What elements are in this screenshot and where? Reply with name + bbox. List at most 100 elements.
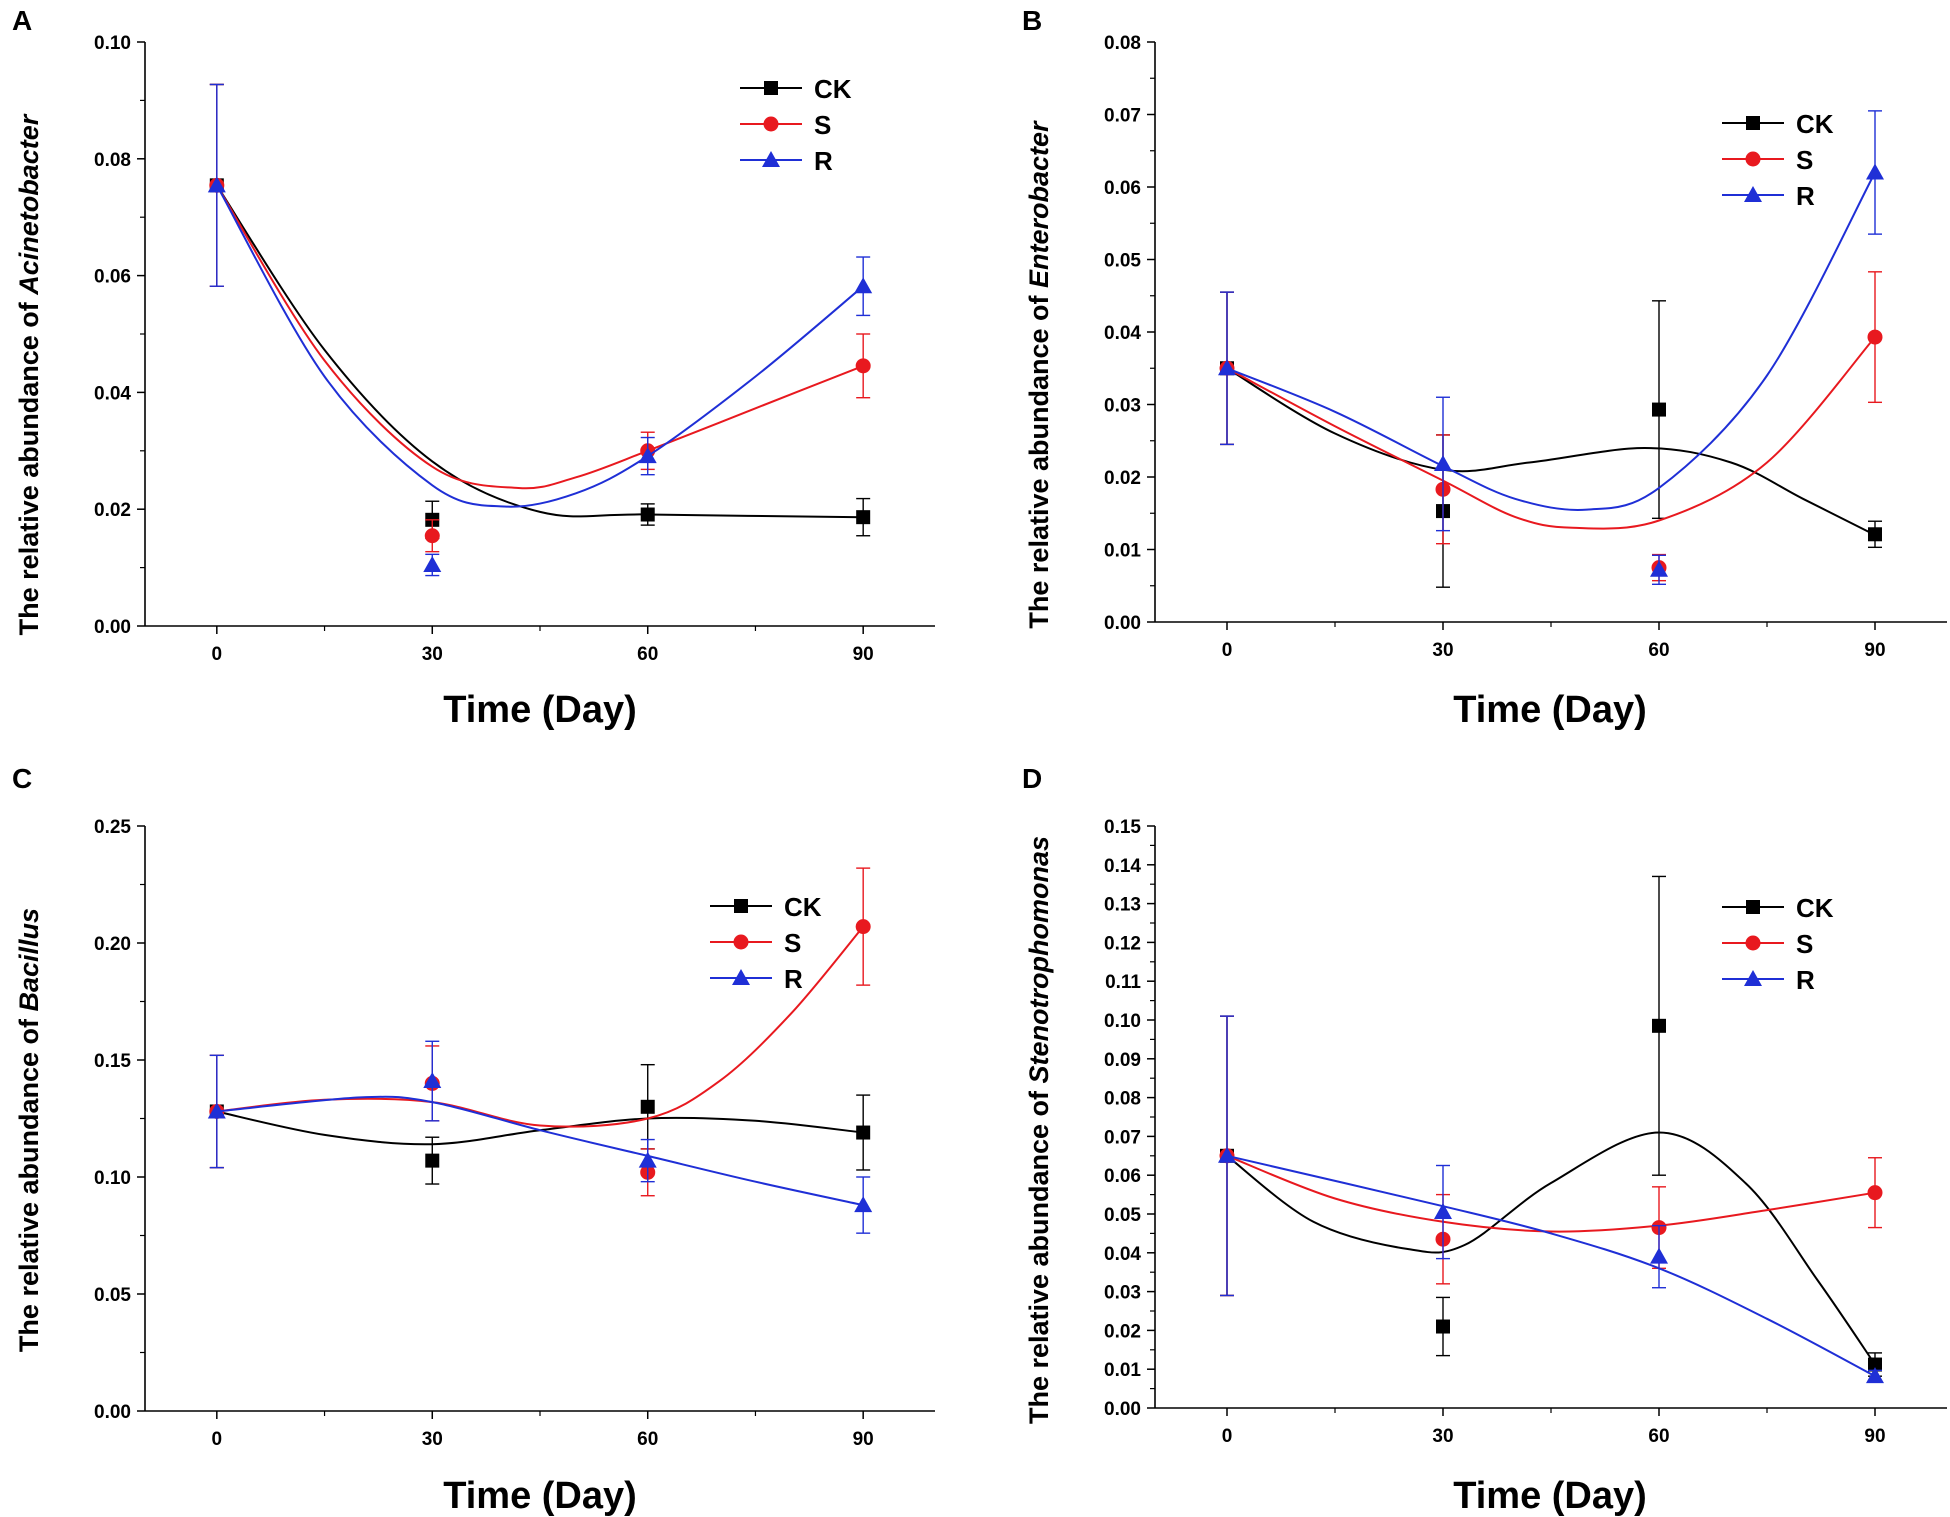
plot-area: 0.00 0.05 0.10 0.15 0.20 0.25 0 30 60 90 CK SR	[94, 817, 935, 1450]
data-point	[1650, 1247, 1668, 1264]
fit-line	[1226, 367, 1876, 536]
legend-marker	[1744, 186, 1762, 202]
legend-label: CK	[1796, 109, 1834, 139]
y-axis-label: The relative abundance of Bacillus	[14, 908, 44, 1352]
fit-line	[1226, 1154, 1876, 1378]
legend-marker	[1745, 935, 1761, 951]
fit-line	[215, 184, 864, 519]
y-tick-label: 0.05	[94, 1285, 131, 1306]
y-tick-label: 0.00	[94, 1402, 131, 1423]
y-tick-label: 0.14	[1104, 856, 1141, 877]
data-point	[207, 1102, 226, 1119]
y-tick-label: 0.06	[1104, 178, 1141, 199]
fit-line	[1226, 172, 1876, 511]
y-tick-label: 0.05	[1104, 1205, 1141, 1226]
legend-label: CK	[1796, 893, 1834, 923]
plot-area: 0.00 0.01 0.02 0.03 0.04 0.05 0.06 0.07 0.08 0.09…	[1104, 817, 1947, 1447]
data-point	[854, 277, 873, 294]
x-tick-label: 60	[1648, 1426, 1669, 1447]
y-tick-label: 0.05	[1104, 251, 1141, 272]
series-r	[1218, 1015, 1884, 1384]
data-point	[855, 919, 871, 935]
panel-letter: C	[12, 763, 32, 794]
x-tick-label: 90	[853, 644, 874, 665]
data-point	[1867, 329, 1883, 345]
legend-marker	[763, 116, 779, 132]
fit-line	[216, 925, 864, 1128]
y-tick-label: 0.02	[1104, 1321, 1141, 1342]
legend-label: R	[1796, 965, 1815, 995]
y-tick-label: 0.08	[94, 150, 131, 171]
data-point	[855, 358, 871, 374]
panel-letter: B	[1022, 5, 1042, 36]
data-point	[638, 1151, 657, 1168]
x-tick-label: 0	[212, 1429, 223, 1450]
legend-marker	[1744, 970, 1762, 986]
y-tick-label: 0.10	[1104, 1011, 1141, 1032]
y-tick-label: 0.00	[94, 617, 131, 638]
y-tick-label: 0.20	[94, 934, 131, 955]
data-point	[1436, 1319, 1450, 1334]
data-point	[640, 507, 655, 522]
series-ck	[1220, 291, 1882, 588]
data-point	[856, 510, 871, 525]
y-axis-label: The relative abundance of Stenotrophomon…	[1024, 836, 1054, 1424]
panel-b: B The relative abundance of Enterobacter…	[1022, 5, 1947, 731]
data-point	[856, 1125, 871, 1140]
y-tick-label: 0.01	[1104, 1360, 1141, 1381]
y-tick-label: 0.02	[94, 500, 131, 521]
legend-marker	[734, 899, 748, 913]
data-point	[1867, 1185, 1883, 1201]
y-tick-label: 0.04	[1104, 323, 1141, 344]
data-point	[1218, 1146, 1236, 1163]
y-tick-label: 0.12	[1104, 933, 1141, 954]
data-point	[424, 528, 440, 544]
data-point	[1652, 1018, 1666, 1033]
y-tick-label: 0.10	[94, 1168, 131, 1189]
y-axis-label: The relative abundance of Enterobacter	[1024, 120, 1054, 629]
legend-marker	[733, 934, 749, 950]
panel-d: D The relative abundance of Stenotrophom…	[1022, 763, 1947, 1517]
legend-marker	[1746, 116, 1760, 130]
y-tick-label: 0.15	[94, 1051, 131, 1072]
legend-label: R	[1796, 181, 1815, 211]
series-r	[207, 1040, 873, 1234]
data-point	[1868, 527, 1882, 542]
y-tick-label: 0.06	[94, 267, 131, 288]
y-tick-label: 0.03	[1104, 396, 1141, 417]
y-tick-label: 0.03	[1104, 1283, 1141, 1304]
data-point	[1434, 1203, 1452, 1220]
y-tick-label: 0.01	[1104, 541, 1141, 562]
legend: CK SR	[740, 74, 852, 176]
x-tick-label: 90	[853, 1429, 874, 1450]
plot-area: 0.00 0.01 0.02 0.03 0.04 0.05 0.06 0.07 0.08 0 30 6…	[1104, 33, 1947, 661]
legend-marker	[762, 151, 780, 167]
x-axis-label: Time (Day)	[1453, 1475, 1647, 1517]
legend-marker	[732, 969, 750, 985]
series-ck	[1220, 875, 1882, 1377]
data-point	[207, 176, 226, 193]
x-tick-label: 0	[1222, 1426, 1233, 1447]
legend-label: CK	[814, 74, 852, 104]
fit-line	[216, 1110, 864, 1146]
y-tick-label: 0.10	[94, 33, 131, 54]
data-point	[1434, 454, 1452, 471]
data-point	[1652, 402, 1666, 417]
legend: CK SR	[710, 892, 822, 994]
fit-line	[215, 184, 864, 508]
data-point	[423, 555, 442, 572]
x-tick-label: 60	[1648, 640, 1669, 661]
x-tick-label: 30	[422, 644, 443, 665]
data-point	[423, 1072, 442, 1089]
fit-line	[1226, 336, 1876, 530]
data-point	[425, 1153, 440, 1168]
x-tick-label: 90	[1864, 1426, 1885, 1447]
x-tick-label: 60	[637, 1429, 658, 1450]
panel-letter: D	[1022, 763, 1042, 794]
x-tick-label: 0	[1222, 640, 1233, 661]
x-tick-label: 30	[422, 1429, 443, 1450]
series-r	[207, 83, 873, 577]
series-ck	[209, 1054, 871, 1185]
data-point	[638, 447, 657, 464]
